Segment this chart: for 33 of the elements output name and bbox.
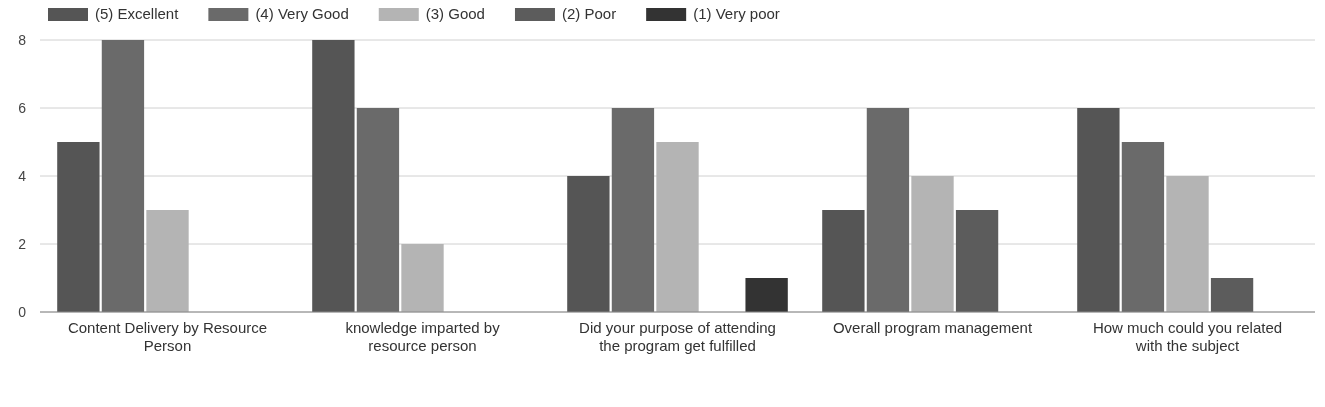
bar xyxy=(955,210,999,312)
bar xyxy=(822,210,865,312)
x-tick-label: knowledge imparted by resource person xyxy=(345,318,501,354)
bar xyxy=(312,40,355,312)
x-tick-label: Did your purpose of attending the program get fulfilled xyxy=(579,318,776,354)
bar xyxy=(866,108,910,312)
bar xyxy=(146,210,189,312)
x-tick-label: Content Delivery by Resource Person xyxy=(67,318,268,354)
y-tick-label: 6 xyxy=(18,99,27,116)
legend-label: (1) Very poor xyxy=(693,5,780,22)
legend-label: (3) Good xyxy=(425,5,485,22)
bar xyxy=(567,176,610,312)
bar xyxy=(57,142,100,312)
bar xyxy=(1077,108,1120,312)
bar xyxy=(1166,176,1209,312)
bar xyxy=(656,142,699,312)
x-tick-label: Overall program management xyxy=(832,318,1033,336)
x-tick-label: How much could you related with the subject xyxy=(1092,318,1283,354)
bar xyxy=(1210,278,1254,312)
bar xyxy=(911,176,954,312)
legend-label: (5) Excellent xyxy=(95,5,180,22)
bar xyxy=(1121,142,1165,312)
y-tick-label: 2 xyxy=(18,235,27,252)
legend-label: (2) Poor xyxy=(561,5,617,22)
bar xyxy=(356,108,400,312)
bar xyxy=(401,244,444,312)
legend-label: (4) Very Good xyxy=(255,5,349,22)
bar xyxy=(611,108,655,312)
bar xyxy=(101,40,145,312)
y-tick-label: 4 xyxy=(18,167,27,184)
bar xyxy=(745,278,788,312)
y-tick-label: 0 xyxy=(18,303,27,320)
y-tick-label: 8 xyxy=(18,31,27,48)
